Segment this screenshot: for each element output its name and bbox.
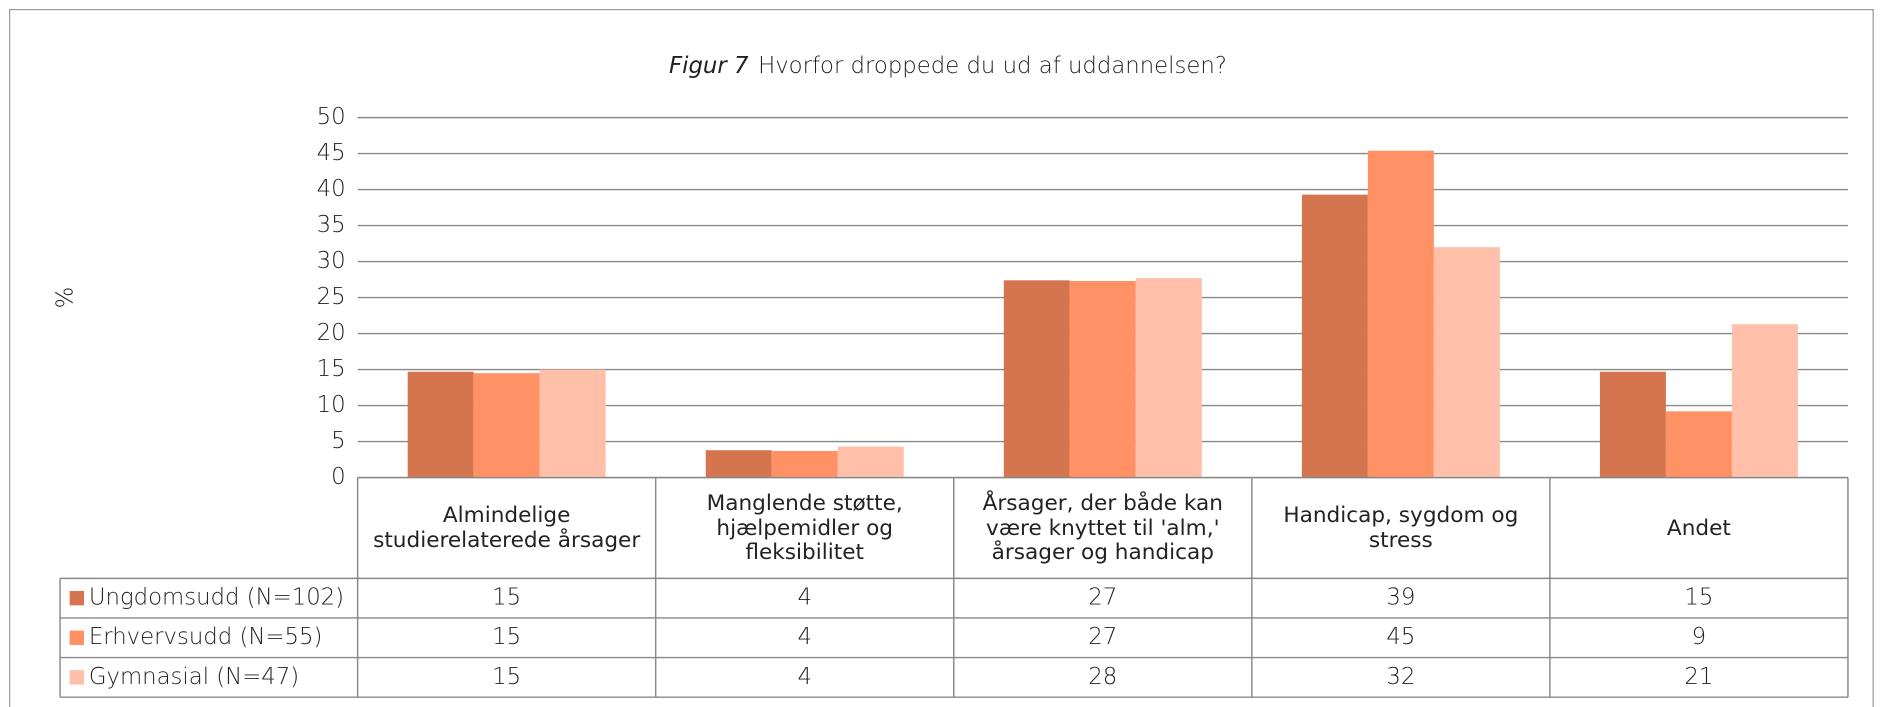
y-tick-label: 25 <box>317 284 346 310</box>
value-label: 28 <box>1088 664 1117 690</box>
bar <box>1599 371 1666 478</box>
legend-label: Erhvervsudd (N=55) <box>89 624 323 650</box>
y-tick-label: 35 <box>317 212 346 238</box>
x-tick-label: Årsager, der både kan være knyttet til '… <box>982 490 1223 566</box>
value-label: 4 <box>797 624 812 650</box>
title-label: Figur 7 <box>669 52 749 78</box>
bar <box>407 371 474 478</box>
bar <box>1665 411 1732 478</box>
legend-swatch <box>69 630 85 645</box>
value-label: 15 <box>492 624 521 650</box>
value-label: 4 <box>797 664 812 690</box>
legend-swatch <box>69 670 85 685</box>
x-tick-cell: Manglende støtte, hjælpemidler og fleksi… <box>706 490 903 566</box>
x-tick-cell: Årsager, der både kan være knyttet til '… <box>982 490 1223 566</box>
y-tick-label: 5 <box>331 428 346 454</box>
value-label: 4 <box>797 585 812 611</box>
bar <box>1301 194 1368 478</box>
x-tick-label: Handicap, sygdom og stress <box>1283 503 1519 554</box>
frame <box>9 8 1874 707</box>
bar <box>1367 150 1434 478</box>
y-tick-label: 0 <box>331 464 346 490</box>
x-tick-label: Almindelige studierelaterede årsager <box>373 503 641 554</box>
bar <box>1003 280 1070 478</box>
value-label: 15 <box>1684 585 1713 611</box>
bar <box>473 373 540 478</box>
value-label: 15 <box>492 664 521 690</box>
bar <box>1069 281 1136 478</box>
legend-swatch <box>69 590 85 606</box>
x-tick-label: Manglende støtte, hjælpemidler og fleksi… <box>706 490 903 566</box>
value-label: 21 <box>1684 664 1713 690</box>
y-tick-label: 45 <box>317 140 346 166</box>
bar <box>539 369 606 478</box>
legend-label: Ungdomsudd (N=102) <box>89 585 344 611</box>
y-tick-label: 30 <box>317 248 346 274</box>
value-label: 27 <box>1088 624 1117 650</box>
x-tick-cell: Handicap, sygdom og stress <box>1283 503 1519 554</box>
value-label: 32 <box>1386 664 1415 690</box>
value-label: 45 <box>1386 624 1415 650</box>
value-label: 27 <box>1088 585 1117 611</box>
chart-title: Figur 7 Hvorfor droppede du ud af uddanne… <box>669 52 1227 78</box>
bar <box>1433 247 1500 478</box>
y-axis-label: % <box>53 287 79 309</box>
value-label: 15 <box>492 585 521 611</box>
value-label: 9 <box>1692 624 1707 650</box>
value-label: 39 <box>1386 585 1415 611</box>
title-text: Hvorfor droppede du ud af uddannelsen? <box>758 52 1227 78</box>
y-tick-label: 50 <box>317 104 346 130</box>
x-tick-label: Andet <box>1666 515 1731 541</box>
y-tick-label: 20 <box>317 320 346 346</box>
bar <box>837 446 904 478</box>
y-tick-label: 10 <box>317 392 346 418</box>
x-tick-cell: Andet <box>1666 515 1731 541</box>
bar <box>771 450 838 478</box>
x-tick-cell: Almindelige studierelaterede årsager <box>373 503 641 554</box>
y-tick-label: 40 <box>317 176 346 202</box>
bar <box>705 450 772 478</box>
y-tick-label: 15 <box>317 356 346 382</box>
bar <box>1135 278 1202 478</box>
legend-label: Gymnasial (N=47) <box>89 664 299 690</box>
bar <box>1731 324 1798 478</box>
